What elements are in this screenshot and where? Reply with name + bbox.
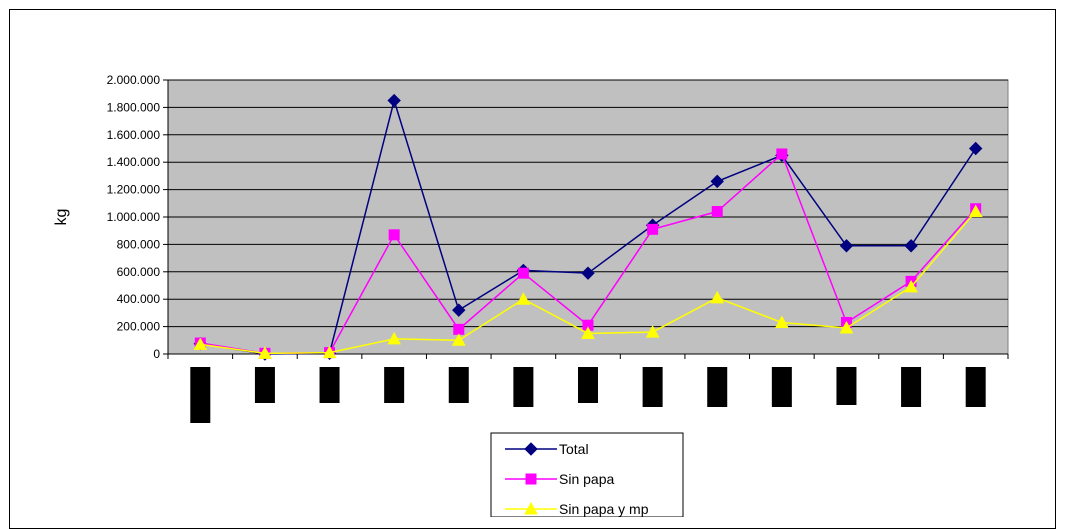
x-category-label [901, 367, 922, 407]
y-tick-label: 1.000.000 [107, 210, 161, 224]
y-tick-label: 1.800.000 [107, 100, 161, 114]
legend-label: Total [559, 441, 589, 457]
data-point [710, 290, 725, 304]
data-point [645, 325, 660, 338]
legend-item: Total [505, 441, 589, 457]
y-axis-label: kg [53, 209, 70, 226]
series-group [193, 93, 983, 361]
data-point [839, 320, 854, 334]
data-point [647, 223, 659, 235]
data-point [581, 266, 595, 280]
legend: Total Sin papa Sin papa y mp [490, 432, 684, 517]
legend-item: Sin papa y mp [505, 501, 649, 517]
x-category-label [513, 367, 534, 407]
y-tick-labels: 0 200.000 400.000 600.000 800.000 1.000.000 1.… [107, 73, 161, 361]
x-category-label [190, 367, 211, 423]
data-point [453, 323, 465, 335]
data-point [322, 345, 337, 359]
data-point [775, 315, 789, 328]
legend-box [490, 432, 684, 517]
data-point [451, 333, 466, 346]
x-category-labels [190, 367, 986, 423]
y-tick-label: 2.000.000 [107, 73, 161, 87]
y-tick-label: 1.400.000 [107, 155, 161, 169]
x-category-label [578, 367, 598, 403]
data-point [839, 239, 854, 253]
y-tick-label: 1.600.000 [107, 128, 161, 142]
data-point [388, 229, 400, 241]
x-category-label [642, 367, 663, 407]
x-category-label [836, 367, 857, 405]
data-point [452, 303, 466, 317]
legend-item: Sin papa [505, 471, 614, 487]
data-point [516, 292, 531, 305]
line-chart: 0 200.000 400.000 600.000 800.000 1.000.000 1.… [53, 73, 1009, 517]
data-point [968, 204, 983, 218]
data-point [517, 267, 529, 279]
y-tick-label: 800.000 [117, 237, 161, 251]
data-point [710, 174, 724, 189]
legend-marker [525, 473, 537, 485]
data-point [193, 337, 208, 350]
data-point [387, 331, 401, 345]
data-point [904, 279, 918, 293]
x-category-label [384, 367, 405, 403]
x-category-label [965, 367, 986, 407]
series-sin-papa-y-mp [193, 204, 983, 359]
data-point [776, 148, 788, 160]
legend-marker [524, 501, 538, 515]
data-point [904, 239, 918, 253]
y-tick-label: 0 [153, 347, 160, 361]
data-point [968, 141, 983, 156]
legend-label: Sin papa [559, 471, 614, 487]
legend-marker [524, 442, 538, 456]
y-tick-label: 1.200.000 [107, 183, 161, 197]
legend-label: Sin papa y mp [559, 501, 649, 517]
x-category-label [707, 367, 728, 407]
y-tick-label: 600.000 [117, 265, 161, 279]
x-category-label [448, 367, 469, 403]
data-point [711, 206, 723, 218]
data-point [258, 346, 272, 359]
y-tick-label: 200.000 [117, 320, 161, 334]
data-point [387, 93, 401, 108]
y-tick-label: 400.000 [117, 292, 161, 306]
data-point [581, 326, 595, 339]
x-category-label [771, 367, 792, 407]
x-category-label [254, 367, 275, 403]
x-category-label [319, 367, 340, 403]
